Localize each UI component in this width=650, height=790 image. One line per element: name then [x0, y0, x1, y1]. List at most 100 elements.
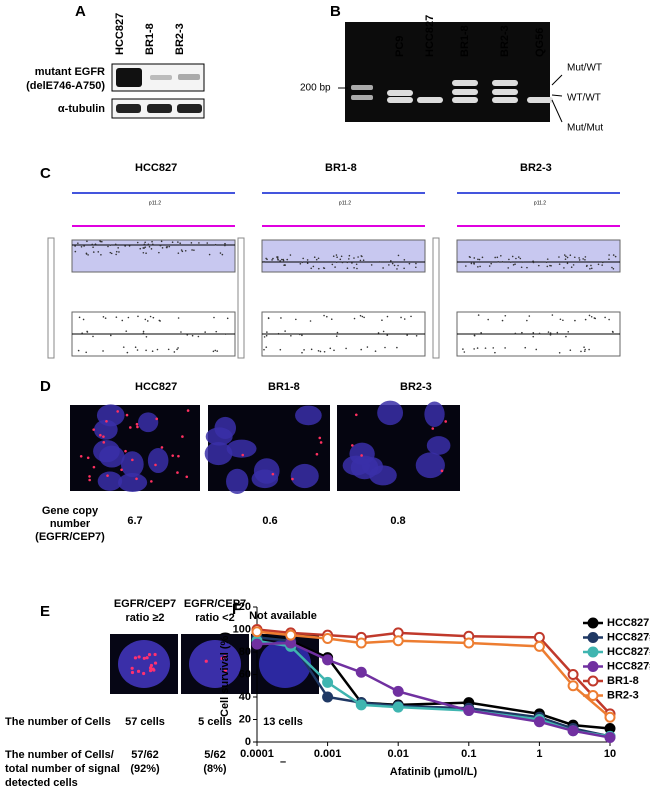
signal — [431, 427, 435, 430]
baf-dot — [521, 331, 523, 334]
signal — [142, 671, 146, 676]
baf-dot — [145, 336, 148, 338]
signal — [153, 661, 158, 665]
signal — [440, 469, 444, 473]
cnv-dot — [477, 258, 479, 261]
cnv-dot — [388, 264, 390, 266]
cnv-dot — [348, 258, 350, 260]
band-text: p11.2 — [339, 200, 351, 206]
baf-dot — [473, 334, 476, 337]
cnv-dot — [284, 264, 286, 266]
y-tick-label: 80 — [239, 646, 251, 658]
data-point — [604, 711, 616, 723]
cell-value: 13 cells — [263, 716, 303, 728]
baf-dot — [559, 318, 562, 321]
legend-label: HCC827#1 — [607, 631, 650, 643]
data-point — [355, 637, 367, 649]
cnv-dot — [408, 262, 411, 265]
y-axis-label: Cell survival (%) — [219, 632, 231, 717]
baf-dot — [558, 352, 561, 354]
cnv-dot — [396, 268, 398, 270]
cnv-dot — [336, 256, 338, 258]
cnv-dot — [348, 254, 351, 257]
baf-dot — [480, 331, 482, 334]
baf-dot — [551, 314, 554, 316]
cnv-dot — [74, 245, 76, 247]
baf-dot — [323, 314, 325, 317]
signal — [315, 452, 319, 456]
sample-title: BR2-3 — [400, 381, 432, 393]
cnv-dot — [353, 257, 355, 259]
band — [527, 97, 553, 103]
baf-dot — [102, 316, 105, 318]
baf-dot — [353, 317, 356, 320]
cnv-dot — [558, 263, 561, 265]
baf-dot — [115, 316, 118, 318]
baf-dot — [360, 348, 363, 351]
row-label: total number of signal — [5, 763, 120, 775]
baf-dot — [167, 348, 170, 351]
cnv-dot — [177, 252, 180, 254]
x-tick-label: 0.001 — [314, 748, 342, 760]
baf-dot — [216, 350, 219, 352]
signal — [116, 410, 119, 413]
ideogram — [432, 237, 440, 359]
legend-label: BR1-8 — [607, 675, 639, 687]
cnv-dot — [92, 246, 94, 249]
cnv-dot — [271, 259, 273, 261]
panel-label: C — [40, 165, 51, 182]
band — [492, 97, 518, 103]
signal — [204, 659, 208, 663]
legend-label: HCC827 — [607, 617, 649, 629]
baf-dot — [477, 314, 480, 316]
ideogram — [47, 237, 55, 359]
cnv-dot — [184, 249, 187, 252]
copy-number: 0.8 — [390, 515, 405, 527]
data-point — [285, 629, 297, 641]
baf-dot — [538, 332, 541, 335]
cnv-dot — [382, 267, 384, 269]
baf-dot — [204, 331, 206, 333]
cnv-dot — [128, 245, 131, 247]
cnv-dot — [214, 243, 217, 246]
cnv-dot — [312, 265, 315, 268]
cnv-dot — [299, 262, 302, 265]
sample-title: BR1-8 — [325, 162, 357, 174]
baf-dot — [330, 318, 333, 321]
cnv-dot — [582, 258, 584, 260]
baf-dot — [593, 317, 596, 319]
signal — [92, 465, 96, 469]
baf-dot — [569, 349, 572, 352]
legend-marker — [587, 646, 599, 658]
cnv-dot — [612, 267, 615, 270]
cnv-dot — [532, 260, 534, 262]
baf-dot — [267, 317, 270, 320]
nucleus — [93, 419, 118, 440]
cnv-dot — [546, 265, 549, 268]
signal — [155, 417, 159, 421]
cnv-dot — [179, 244, 181, 246]
signal — [88, 478, 91, 482]
data-point — [533, 640, 545, 652]
baf-dot — [177, 347, 179, 349]
baf-dot — [142, 332, 145, 335]
band — [150, 75, 172, 80]
cnv-dot — [496, 256, 499, 259]
cnv-dot — [86, 240, 88, 243]
cell-value: 5 cells — [198, 716, 232, 728]
cnv-dot — [91, 243, 94, 246]
signal — [354, 413, 358, 417]
cnv-dot — [608, 258, 610, 261]
band — [492, 89, 518, 95]
cnv-dot — [148, 246, 151, 248]
signal — [129, 426, 132, 429]
cnv-dot — [519, 257, 522, 260]
panel-label: B — [330, 3, 341, 20]
cnv-dot — [277, 259, 279, 261]
cnv-dot — [150, 248, 153, 250]
cnv-dot — [87, 254, 89, 256]
signal — [176, 471, 179, 474]
cnv-bg — [261, 239, 426, 273]
baf-dot — [151, 350, 154, 353]
